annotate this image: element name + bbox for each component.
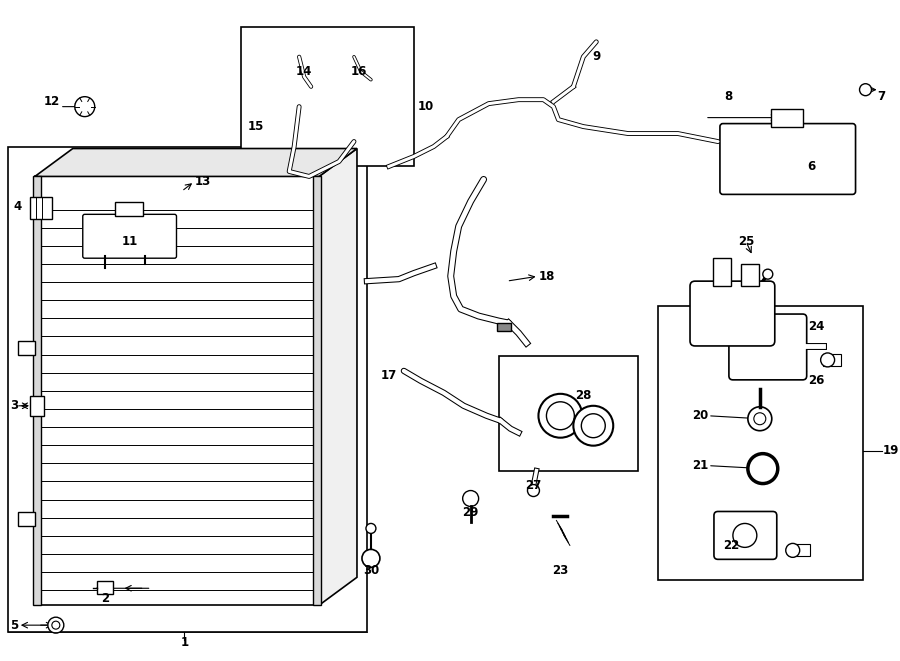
Text: 17: 17 — [381, 369, 397, 382]
FancyBboxPatch shape — [83, 214, 176, 258]
Bar — [96, 581, 112, 594]
Circle shape — [573, 406, 613, 446]
Bar — [770, 108, 803, 127]
Bar — [741, 264, 759, 286]
Circle shape — [748, 453, 778, 484]
Text: 4: 4 — [14, 200, 22, 213]
Text: 23: 23 — [553, 564, 569, 577]
Text: 16: 16 — [351, 65, 367, 78]
Text: 6: 6 — [807, 160, 816, 173]
Circle shape — [366, 524, 376, 533]
Bar — [8, 147, 367, 632]
Text: 22: 22 — [723, 539, 739, 552]
Text: 24: 24 — [807, 319, 824, 332]
FancyBboxPatch shape — [729, 314, 806, 380]
Bar — [35, 176, 320, 605]
Text: 11: 11 — [122, 235, 138, 248]
FancyBboxPatch shape — [690, 281, 775, 346]
Polygon shape — [35, 149, 357, 176]
Text: 15: 15 — [248, 120, 265, 133]
Circle shape — [48, 617, 64, 633]
Bar — [18, 341, 35, 355]
Text: 7: 7 — [878, 90, 886, 103]
FancyBboxPatch shape — [714, 512, 777, 559]
Bar — [789, 545, 810, 557]
Text: 12: 12 — [43, 95, 59, 108]
Circle shape — [763, 269, 773, 279]
Circle shape — [527, 485, 539, 496]
Bar — [497, 323, 510, 331]
Text: 14: 14 — [296, 65, 312, 78]
Circle shape — [733, 524, 757, 547]
Circle shape — [75, 97, 94, 116]
Bar — [30, 396, 44, 416]
Bar — [713, 258, 731, 286]
Text: 10: 10 — [418, 100, 434, 113]
Circle shape — [786, 543, 800, 557]
Text: 28: 28 — [575, 389, 591, 403]
Circle shape — [860, 84, 871, 96]
Text: 19: 19 — [883, 444, 899, 457]
Bar — [30, 198, 52, 219]
Circle shape — [821, 353, 834, 367]
Text: 27: 27 — [526, 479, 542, 492]
Bar — [114, 202, 142, 216]
Circle shape — [748, 407, 772, 431]
Circle shape — [546, 402, 574, 430]
Text: 8: 8 — [724, 90, 733, 103]
Text: 1: 1 — [180, 636, 188, 648]
Polygon shape — [320, 149, 357, 605]
Text: 30: 30 — [363, 564, 379, 577]
Bar — [823, 354, 841, 366]
Circle shape — [52, 621, 59, 629]
Text: 9: 9 — [592, 50, 600, 63]
Bar — [33, 176, 40, 605]
Text: 29: 29 — [463, 506, 479, 519]
Circle shape — [581, 414, 606, 438]
Circle shape — [463, 490, 479, 506]
Bar — [241, 27, 414, 167]
Text: 18: 18 — [538, 270, 554, 283]
Text: 21: 21 — [692, 459, 708, 472]
Text: 3: 3 — [10, 399, 18, 412]
Text: 5: 5 — [10, 619, 18, 632]
Circle shape — [362, 549, 380, 567]
Text: 13: 13 — [194, 175, 211, 188]
Circle shape — [754, 412, 766, 425]
Bar — [18, 512, 35, 526]
Bar — [499, 356, 638, 471]
Text: 2: 2 — [102, 592, 110, 605]
Text: 20: 20 — [692, 409, 708, 422]
Bar — [658, 306, 862, 580]
Bar — [313, 176, 321, 605]
Text: 26: 26 — [807, 374, 824, 387]
Text: 25: 25 — [738, 235, 754, 248]
FancyBboxPatch shape — [720, 124, 856, 194]
Circle shape — [538, 394, 582, 438]
